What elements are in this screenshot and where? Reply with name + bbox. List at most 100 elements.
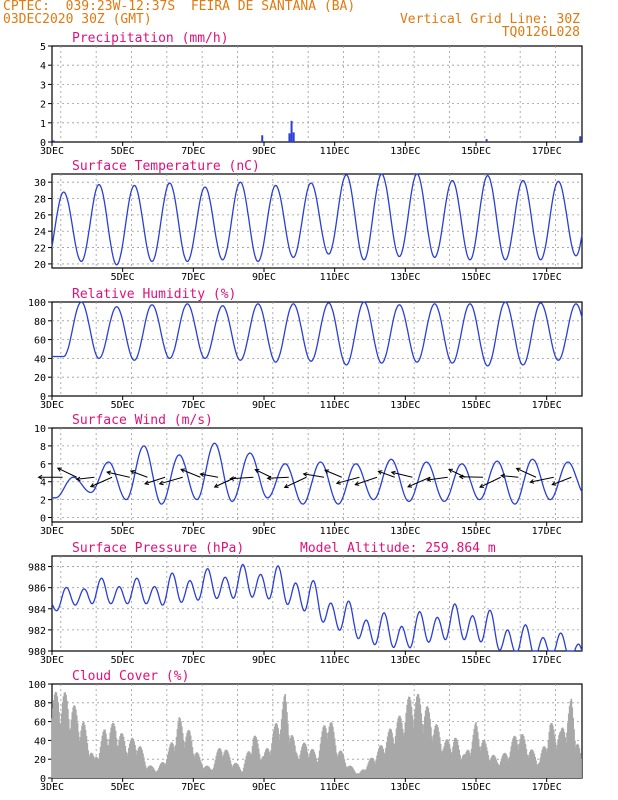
cloud-bar [551,723,553,778]
panel-frame [51,555,583,652]
cloud-bar [439,744,442,778]
x-tick-label: 15DEC [461,146,491,157]
cloud-bar [385,741,388,778]
cloud-bar [103,729,105,778]
wind-arrow-head [448,468,453,473]
cloud-bar [300,750,302,778]
cloud-bar [226,751,229,778]
cloud-bar [378,746,381,778]
cloud-bar [499,764,501,778]
x-tick-label: 7DEC [181,146,205,157]
cloud-bar [273,726,276,778]
wind-arrow [130,470,148,478]
cloud-bar [99,746,102,778]
cloud-bar [465,751,468,778]
cloud-bar [545,751,548,778]
cloud-bar [544,748,547,778]
cloud-bar [485,747,488,778]
cloud-bar [361,770,363,778]
cloud-bar [56,696,59,778]
x-tick-label: 15DEC [461,782,491,793]
cloud-bar [295,753,298,778]
cloud-bar [386,736,389,778]
wind-arrow-head [213,483,219,488]
cloud-bar [402,736,405,778]
wind-arrow-head [266,475,272,481]
cloud-bar [109,732,112,778]
cloud-bar [332,726,334,778]
cloud-bar [197,754,200,778]
cloud-bar [275,722,278,778]
cloud-bar [572,717,574,778]
cloud-bar [457,745,460,778]
cloud-bar [327,732,330,778]
cloud-bar [293,740,295,778]
cloud-bar [443,746,445,778]
cloud-bar [368,761,370,778]
cloud-bar [434,725,437,778]
cloud-bar [353,770,355,778]
cloud-bar [390,729,392,778]
cloud-bar [280,719,283,778]
wind-arrow-head [89,483,95,488]
cloud-bar [150,765,152,778]
cloud-bar [171,742,173,778]
cloud-bar [160,762,163,778]
cloud-bar [367,763,370,778]
cloud-bar [410,706,413,778]
cloud-bar [570,698,573,778]
cloud-bar [175,736,178,778]
x-tick-label: 17DEC [532,400,562,411]
cloud-bar [314,754,317,778]
cloud-bar [248,751,250,778]
cloud-bar [499,761,502,778]
x-tick-label: 9DEC [252,782,276,793]
cloud-bar [320,736,323,778]
cloud-bar [375,759,377,778]
panel-cloud: Cloud Cover (%) 0 20 40 60 80 100 3DEC 5DEC 7DEC 9… [28,669,583,793]
y-tick-label: 986 [28,584,46,595]
wind-arrow-head [458,474,464,480]
wind-arrow-head [426,477,432,482]
cloud-bar [547,740,550,778]
y-tick-label: 30 [34,178,46,189]
cloud-bar [257,748,260,778]
cloud-bar [522,736,525,778]
cloud-bar [305,746,308,778]
wind-arrow-head [106,470,112,476]
cloud-bar [297,758,300,778]
cloud-bar [249,754,252,778]
cloud-bar [335,752,338,778]
y-tick-label: 8 [40,442,46,453]
cloud-bar [458,749,461,778]
cloud-bar [349,765,352,778]
cloud-bar [310,750,312,778]
cloud-bar [450,753,453,778]
cloud-bar [441,752,444,778]
cloud-bar [116,746,119,778]
precip-bar [261,135,264,142]
cloud-bar [396,722,399,778]
cloud-bar [255,736,257,778]
wind-arrow-head [500,473,506,479]
cloud-bar [194,754,196,778]
cloud-bar [128,743,131,778]
cloud-bar [246,753,249,778]
cloud-bar [552,729,555,778]
cloud-bar [312,749,315,778]
x-tick-label: 13DEC [390,272,420,283]
cloud-bar [538,762,541,778]
cloud-bar [85,735,88,778]
cloud-bar [404,722,407,778]
cloud-bar [438,737,441,778]
cloud-bar [105,738,108,778]
cloud-bar [557,739,559,778]
cloud-bar [282,701,285,778]
panel-frame [51,45,583,143]
cloud-bar [452,746,454,778]
x-tick-label: 15DEC [461,400,491,411]
cloud-bar [393,743,395,778]
cloud-bar [471,741,474,778]
cloud-bar [346,767,348,778]
cloud-bar [449,748,452,778]
